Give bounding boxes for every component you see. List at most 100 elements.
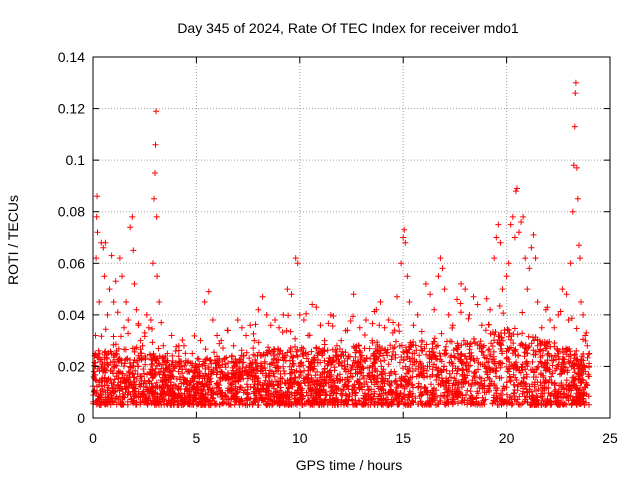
data-point — [145, 324, 152, 331]
data-point-band — [521, 398, 528, 405]
data-point-band — [400, 394, 407, 401]
data-point-band — [510, 340, 517, 347]
x-tick-label: 10 — [292, 430, 308, 446]
data-point-band — [103, 354, 110, 361]
data-point-band — [329, 358, 336, 365]
data-point-band — [249, 364, 256, 371]
data-point-band — [328, 385, 335, 391]
data-point — [406, 299, 413, 305]
data-point-band — [504, 391, 510, 398]
data-point-band — [462, 353, 469, 360]
data-point-band — [332, 402, 339, 408]
data-point-band — [381, 357, 388, 364]
data-point-band — [325, 360, 332, 367]
data-point-band — [522, 345, 529, 352]
data-point-band — [186, 401, 193, 408]
data-point-band — [372, 360, 379, 366]
x-tick-label: 20 — [499, 430, 515, 446]
data-point-band — [524, 399, 531, 406]
data-point — [507, 221, 514, 228]
data-point-band — [510, 390, 517, 397]
data-point — [127, 224, 134, 231]
data-point-band — [408, 341, 414, 348]
data-point-band — [573, 347, 580, 354]
data-point — [110, 299, 117, 305]
data-point — [474, 301, 481, 308]
data-point — [499, 286, 506, 293]
data-point-band — [216, 382, 223, 389]
data-point-band — [404, 379, 411, 386]
data-point — [532, 255, 539, 262]
data-point-band — [487, 330, 494, 337]
data-point — [106, 286, 113, 293]
data-point-band — [175, 342, 182, 349]
data-point-band — [380, 352, 387, 359]
data-point-band — [96, 367, 103, 374]
data-point-band — [264, 382, 271, 389]
data-point-band — [392, 388, 399, 394]
data-point-band — [558, 380, 565, 386]
data-point-band — [244, 397, 251, 404]
data-point-band — [371, 388, 378, 395]
data-point-band — [373, 379, 380, 386]
data-point-band — [352, 366, 359, 373]
data-point — [272, 317, 278, 323]
data-point-band — [182, 350, 189, 357]
data-point-band — [344, 374, 351, 381]
data-point-band — [413, 373, 420, 380]
data-point-band — [124, 401, 131, 408]
data-point-band — [419, 390, 426, 397]
data-point — [559, 286, 566, 293]
data-point — [466, 311, 473, 318]
data-point — [491, 255, 498, 262]
data-point-band — [275, 357, 282, 364]
data-point-band — [250, 390, 257, 397]
data-point-band — [505, 333, 512, 340]
data-point-band — [538, 390, 545, 397]
data-point — [168, 332, 175, 339]
data-point-band — [109, 399, 116, 406]
data-point-band — [326, 392, 333, 399]
x-tick-label: 5 — [193, 430, 201, 446]
data-point-band — [419, 348, 426, 354]
data-point-band — [229, 364, 236, 371]
data-point-band — [243, 381, 250, 388]
data-point-band — [455, 355, 462, 362]
data-point — [389, 329, 396, 336]
data-point-band — [361, 332, 368, 338]
data-point-band — [160, 377, 167, 384]
data-point-band — [133, 381, 139, 388]
data-point-band — [133, 344, 140, 351]
data-point-band — [326, 355, 333, 362]
data-point-band — [491, 337, 497, 344]
data-point-band — [543, 365, 550, 372]
data-point-band — [294, 390, 300, 397]
data-point — [121, 324, 127, 331]
data-point-band — [351, 401, 358, 407]
data-point-band — [329, 323, 336, 329]
data-point-band — [336, 371, 343, 378]
data-point-band — [511, 347, 518, 354]
data-point-band — [533, 397, 540, 404]
data-point-band — [366, 395, 372, 402]
data-point-band — [336, 377, 343, 384]
data-point-band — [277, 396, 284, 403]
data-point — [294, 260, 301, 267]
data-point-band — [476, 345, 483, 352]
data-point-band — [321, 357, 328, 364]
data-point-band — [199, 388, 205, 394]
data-point-band — [322, 377, 328, 384]
data-point — [414, 311, 421, 318]
data-point-band — [259, 395, 266, 401]
data-point-band — [382, 347, 389, 354]
data-point-band — [149, 356, 156, 363]
data-point-band — [380, 390, 387, 397]
data-point-band — [541, 342, 548, 349]
x-tick-label: 15 — [395, 430, 411, 446]
data-point — [578, 299, 584, 305]
data-point-band — [497, 359, 504, 366]
data-point — [313, 304, 320, 311]
data-point-band — [240, 352, 247, 359]
data-point-band — [291, 369, 298, 375]
